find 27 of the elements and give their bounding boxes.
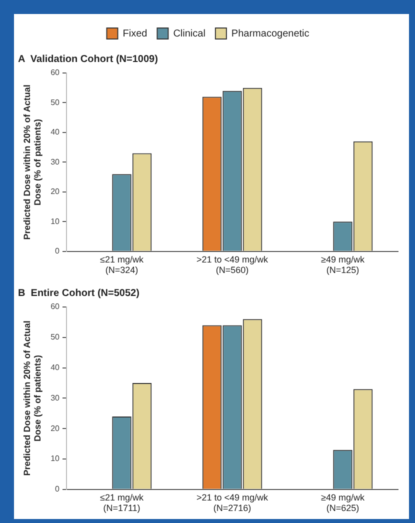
y-tick-label: 40 — [50, 363, 60, 372]
chart-title: B Entire Cohort (N=5052) — [18, 288, 140, 299]
x-tick-label: >21 to <49 mg/wk (N=560) — [196, 254, 269, 276]
y-tick-label: 50 — [50, 332, 60, 342]
y-tick-label: 20 — [50, 187, 60, 196]
y-axis-title: Predicted Dose within 20% of Actual Dose (% of patients) — [22, 320, 43, 476]
y-tick-label: 0 — [55, 484, 60, 494]
y-tick-label: 30 — [50, 157, 60, 166]
y-tick-label: 60 — [50, 68, 60, 78]
chart-title: A Validation Cohort (N=1009) — [18, 54, 158, 65]
legend-label: Pharmacogenetic — [231, 28, 310, 40]
x-tick-label: >21 to <49 mg/wk (N=2716) — [196, 492, 269, 514]
x-tick-label: ≤21 mg/wk (N=1711) — [100, 492, 144, 514]
y-tick-label: 30 — [50, 393, 60, 402]
y-tick-label: 40 — [50, 128, 60, 137]
x-tick-label: ≤21 mg/wk (N=324) — [100, 254, 144, 276]
legend-label: Fixed — [122, 28, 148, 40]
legend-label: Clinical — [173, 28, 206, 40]
y-tick-label: 10 — [50, 454, 60, 464]
y-tick-label: 50 — [50, 98, 60, 107]
y-tick-label: 0 — [55, 246, 60, 256]
x-tick-label: ≥49 mg/wk (N=125) — [321, 254, 365, 276]
y-axis-title: Predicted Dose within 20% of Actual Dose (% of patients) — [22, 84, 43, 240]
y-tick-label: 20 — [50, 424, 60, 433]
y-tick-label: 60 — [50, 302, 60, 312]
y-tick-label: 10 — [50, 216, 60, 226]
x-tick-label: ≥49 mg/wk (N=625) — [321, 492, 365, 514]
